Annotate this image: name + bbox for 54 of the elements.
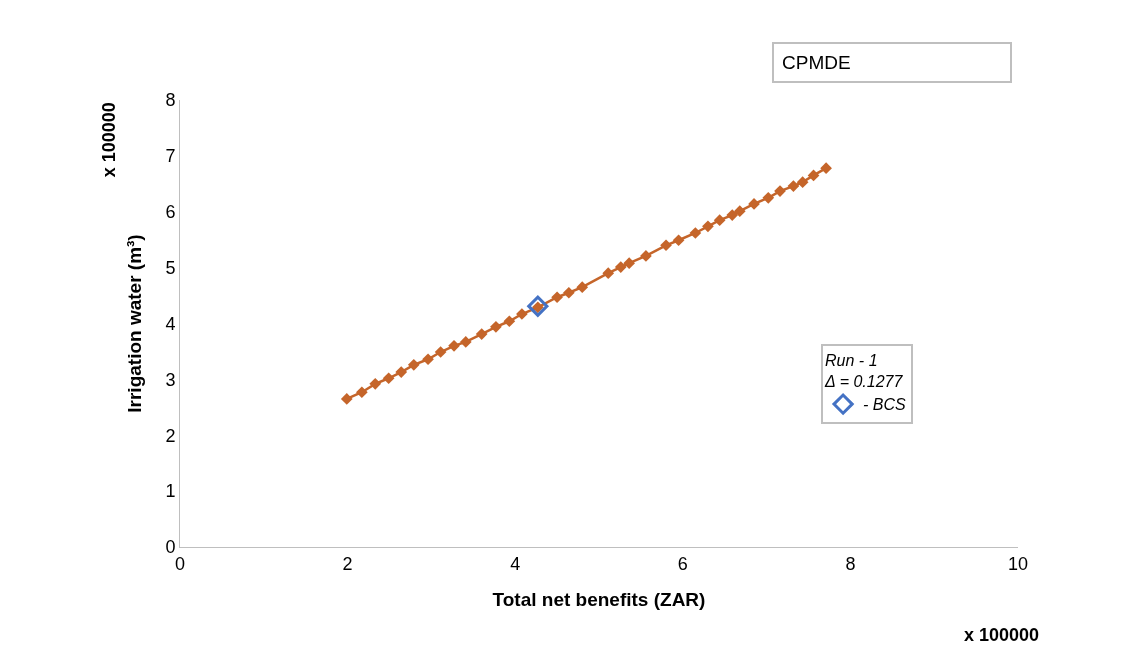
point	[434, 346, 447, 358]
y-tick-label: 8	[165, 90, 176, 111]
point	[726, 209, 739, 221]
point	[382, 372, 395, 385]
point	[640, 250, 652, 262]
point	[395, 366, 408, 378]
legend-title: Run - 1 Δ = 0.1277	[824, 352, 904, 391]
point	[820, 162, 832, 175]
x-tick-label: 8	[845, 553, 856, 574]
y-tick-label: 1	[165, 481, 176, 502]
y-tick-label: 6	[165, 202, 176, 223]
text: x 100000	[99, 102, 120, 178]
point	[562, 286, 575, 299]
point	[602, 267, 615, 280]
point	[503, 315, 516, 328]
x-tick-label: 4	[510, 553, 521, 574]
x-tick-label: 10	[1007, 553, 1029, 574]
point	[614, 261, 627, 273]
point	[407, 359, 420, 371]
point	[459, 336, 472, 348]
point	[762, 191, 775, 204]
y-axis-title: Irrigation water (m³)	[124, 234, 146, 413]
y-tick-label: 3	[165, 369, 176, 390]
point	[576, 281, 589, 294]
x-tick-label: 6	[677, 553, 688, 574]
y-tick-label: 7	[165, 146, 176, 167]
x-axis-title: Total net benefits (ZAR)	[492, 589, 706, 611]
point	[527, 295, 549, 317]
y-tick-label: 0	[165, 537, 176, 558]
point	[702, 220, 714, 233]
point	[369, 378, 382, 390]
y-tick-label: 5	[165, 257, 176, 278]
point	[807, 169, 820, 182]
point	[448, 340, 460, 352]
point	[713, 214, 726, 226]
y-tick-label: 2	[165, 425, 176, 446]
point	[551, 291, 563, 304]
point	[796, 176, 809, 188]
point	[356, 386, 368, 399]
point	[422, 353, 434, 366]
x-tick-label: 2	[342, 553, 353, 574]
text: CPMDE	[782, 52, 851, 73]
text: x 100000	[964, 625, 1040, 645]
legend-label: - BCS	[863, 396, 907, 414]
point	[490, 321, 502, 333]
point	[340, 393, 353, 405]
y-tick-label: 4	[165, 313, 176, 334]
point	[733, 205, 746, 218]
point	[475, 328, 488, 340]
point	[672, 234, 685, 247]
point	[623, 257, 636, 269]
point	[689, 227, 702, 239]
point	[660, 239, 672, 252]
point	[787, 180, 800, 192]
